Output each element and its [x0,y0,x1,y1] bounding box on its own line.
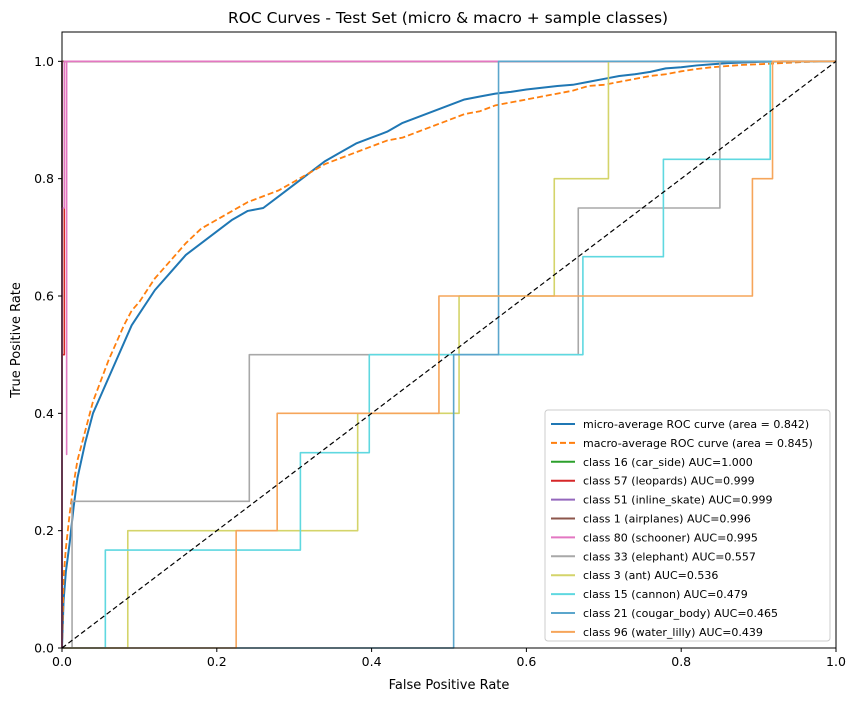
legend-label-7: class 33 (elephant) AUC=0.557 [583,550,756,563]
series-line-11 [62,60,836,649]
y-tick-label-0: 0.0 [34,641,54,656]
y-axis-ticks: 0.0 0.2 0.4 0.6 0.8 1.0 [34,54,62,656]
x-tick-label-2: 0.4 [362,654,382,669]
legend-label-3: class 57 (leopards) AUC=0.999 [583,475,755,488]
y-tick-label-3: 0.6 [34,289,54,304]
legend-label-0: micro-average ROC curve (area = 0.842) [583,418,809,431]
plot-frame [61,31,837,649]
y-tick-label-2: 0.4 [34,406,54,421]
x-tick-label-4: 0.8 [671,654,691,669]
x-axis-ticks: 0.0 0.2 0.4 0.6 0.8 1.0 [52,648,846,669]
legend-label-10: class 21 (cougar_body) AUC=0.465 [583,607,778,620]
legend-label-11: class 96 (water_lilly) AUC=0.439 [583,626,763,639]
legend-label-9: class 15 (cannon) AUC=0.479 [583,588,748,601]
x-tick-label-1: 0.2 [207,654,227,669]
chart-title: ROC Curves - Test Set (micro & macro + s… [228,9,668,27]
legend-label-4: class 51 (inline_skate) AUC=0.999 [583,494,772,507]
legend-label-2: class 16 (car_side) AUC=1.000 [583,456,753,469]
chance-diagonal-line [61,60,837,649]
legend-label-5: class 1 (airplanes) AUC=0.996 [583,513,751,526]
y-axis-label: True Positive Rate [9,282,24,399]
series-line-0 [61,60,836,649]
legend-label-6: class 80 (schooner) AUC=0.995 [583,531,758,544]
x-tick-label-5: 1.0 [826,654,846,669]
legend: micro-average ROC curve (area = 0.842) ma… [544,409,831,642]
x-axis-label: False Positive Rate [389,678,510,693]
legend-box [544,409,831,642]
x-tick-label-3: 0.6 [516,654,536,669]
series-line-1 [61,60,837,649]
legend-label-1: macro-average ROC curve (area = 0.845) [583,437,813,450]
x-tick-label-0: 0.0 [52,654,72,669]
y-tick-label-1: 0.2 [34,523,54,538]
y-tick-label-4: 0.8 [34,171,54,186]
y-tick-label-5: 1.0 [34,54,54,69]
legend-label-8: class 3 (ant) AUC=0.536 [583,569,718,582]
